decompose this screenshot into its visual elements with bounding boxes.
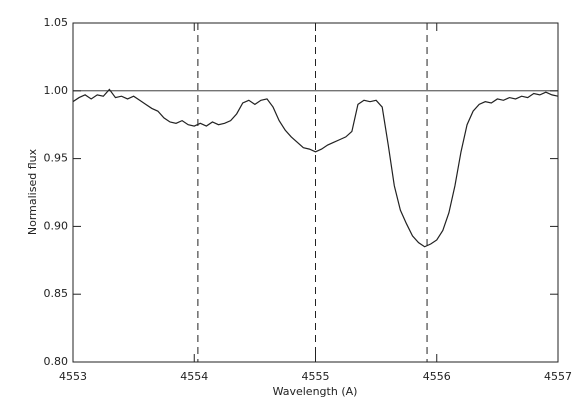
- y-tick-label: 1.05: [44, 16, 69, 29]
- x-tick-label: 4554: [180, 370, 208, 383]
- y-tick-label: 0.95: [44, 152, 69, 165]
- x-tick-label: 4556: [423, 370, 451, 383]
- x-tick-label: 4555: [302, 370, 330, 383]
- spectrum-line: [72, 88, 559, 248]
- y-axis-label: Normalised flux: [26, 148, 39, 235]
- x-tick-label: 4553: [59, 370, 87, 383]
- y-tick-label: 1.00: [44, 84, 69, 97]
- y-tick-label: 0.80: [44, 355, 69, 368]
- y-tick-label: 0.90: [44, 219, 69, 232]
- x-tick-label: 4557: [544, 370, 572, 383]
- x-axis-label: Wavelength (A): [273, 385, 358, 398]
- y-tick-label: 0.85: [44, 287, 69, 300]
